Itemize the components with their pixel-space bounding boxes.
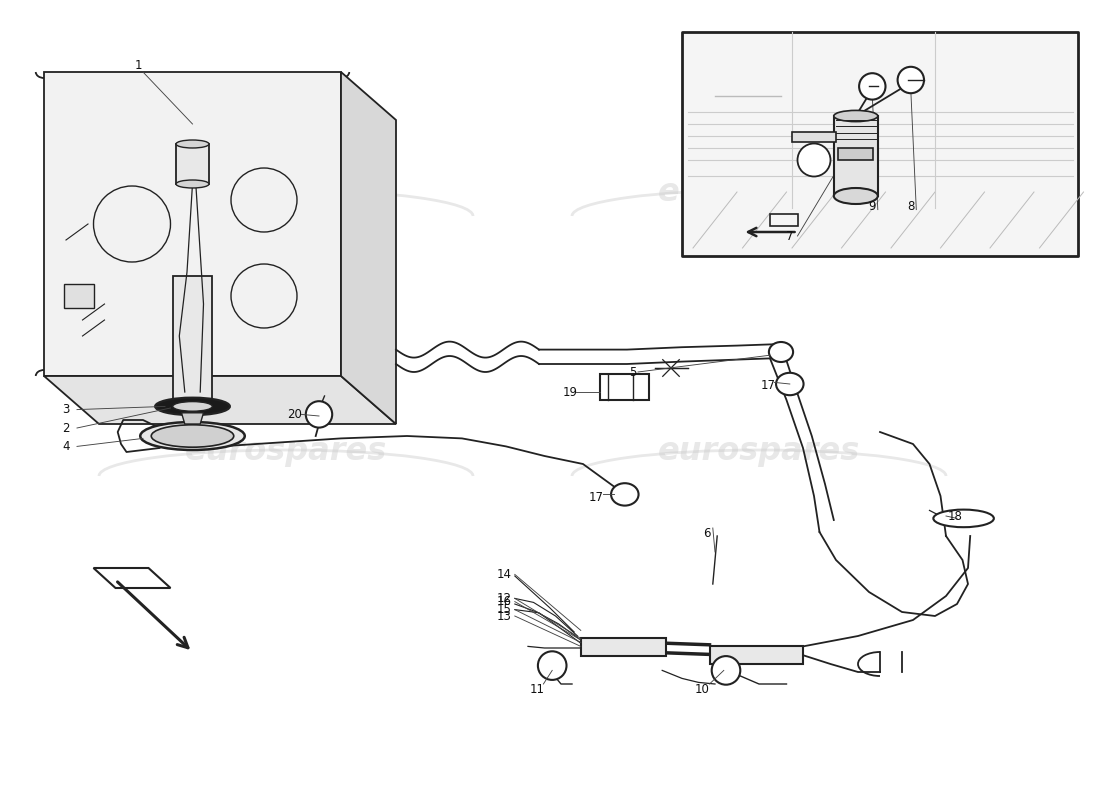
- Ellipse shape: [933, 510, 994, 527]
- Polygon shape: [341, 72, 396, 424]
- Text: eurospares: eurospares: [185, 437, 387, 467]
- Circle shape: [306, 402, 332, 427]
- Polygon shape: [44, 72, 341, 376]
- Polygon shape: [710, 646, 803, 664]
- Text: 3: 3: [63, 403, 69, 416]
- Text: 17: 17: [588, 491, 604, 504]
- Text: 14: 14: [496, 568, 512, 581]
- Ellipse shape: [834, 110, 878, 122]
- Text: 1: 1: [135, 59, 142, 72]
- Text: 20: 20: [287, 408, 303, 421]
- Ellipse shape: [155, 398, 230, 415]
- Text: 17: 17: [760, 379, 775, 392]
- Text: 4: 4: [63, 440, 69, 453]
- Text: 18: 18: [947, 510, 962, 522]
- Polygon shape: [834, 116, 878, 196]
- Text: 8: 8: [908, 200, 914, 213]
- Ellipse shape: [612, 483, 638, 506]
- Ellipse shape: [834, 188, 878, 204]
- Text: 2: 2: [63, 422, 69, 434]
- Text: eurospares: eurospares: [185, 177, 387, 207]
- Text: 7: 7: [786, 230, 793, 242]
- Polygon shape: [176, 144, 209, 184]
- Polygon shape: [682, 32, 1078, 256]
- Ellipse shape: [769, 342, 793, 362]
- Polygon shape: [581, 638, 666, 656]
- Polygon shape: [182, 413, 204, 424]
- Text: 12: 12: [496, 592, 512, 605]
- Polygon shape: [44, 376, 396, 424]
- Text: 10: 10: [694, 683, 710, 696]
- Text: eurospares: eurospares: [658, 437, 860, 467]
- Polygon shape: [838, 148, 873, 160]
- Text: 19: 19: [562, 386, 578, 398]
- Polygon shape: [600, 374, 649, 400]
- Circle shape: [538, 651, 566, 680]
- Ellipse shape: [141, 422, 244, 450]
- Text: 13: 13: [496, 610, 512, 622]
- Text: 5: 5: [629, 366, 636, 378]
- Text: 15: 15: [496, 603, 512, 616]
- Circle shape: [712, 656, 740, 685]
- Circle shape: [898, 66, 924, 94]
- Polygon shape: [792, 132, 836, 142]
- Ellipse shape: [176, 180, 209, 188]
- Text: 16: 16: [496, 595, 512, 608]
- Ellipse shape: [776, 373, 803, 395]
- Ellipse shape: [152, 425, 233, 447]
- Circle shape: [859, 73, 886, 100]
- Polygon shape: [64, 284, 94, 308]
- Text: 9: 9: [869, 200, 876, 213]
- Text: 11: 11: [529, 683, 544, 696]
- Ellipse shape: [173, 402, 212, 411]
- Ellipse shape: [176, 140, 209, 148]
- Text: 6: 6: [704, 527, 711, 540]
- Text: eurospares: eurospares: [658, 177, 860, 207]
- Circle shape: [798, 143, 830, 177]
- Polygon shape: [173, 276, 212, 406]
